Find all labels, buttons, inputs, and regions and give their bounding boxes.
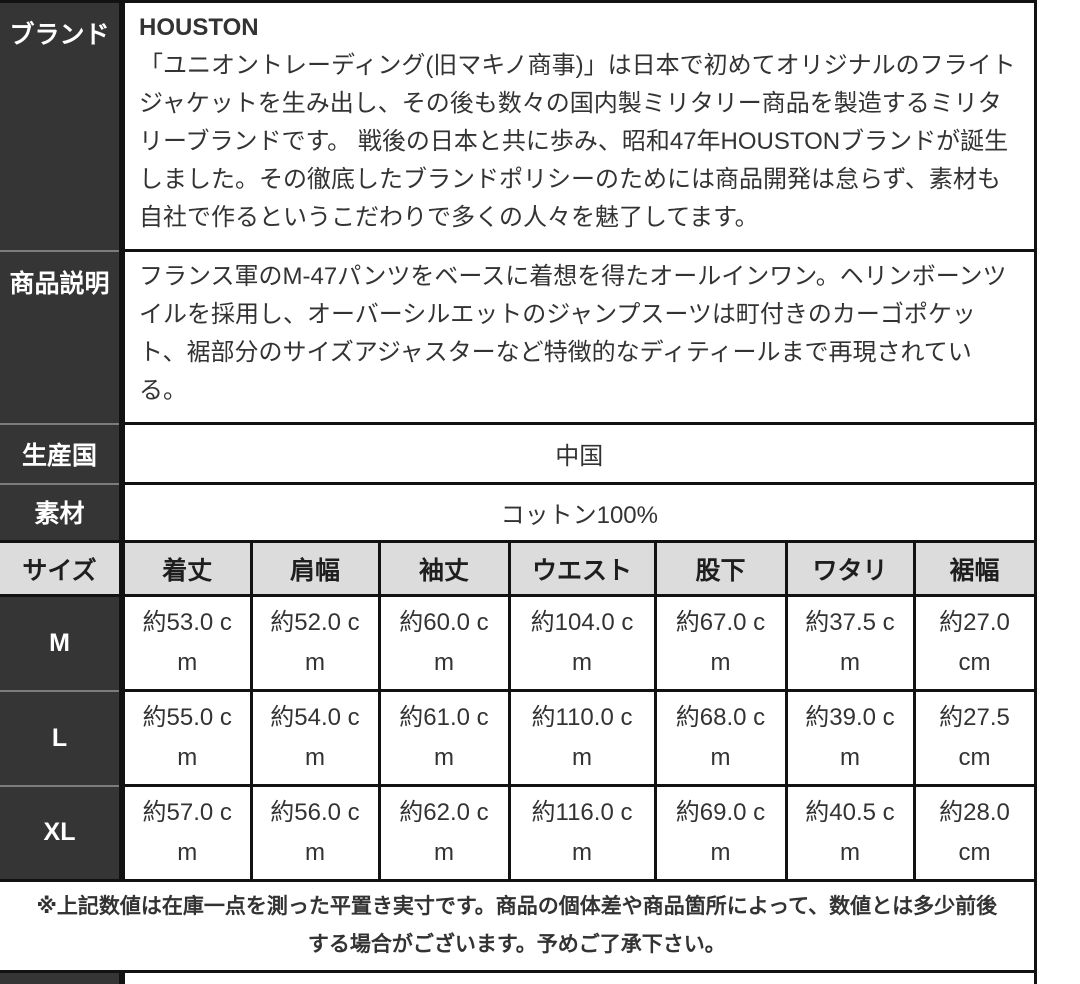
measurement-cell: 約53.0 cm — [120, 594, 253, 692]
row-label-product-description: 商品説明 — [0, 249, 125, 425]
measurement-cell: 約39.0 cm — [784, 689, 916, 787]
table-row-size-l: L 約55.0 cm 約54.0 cm 約61.0 cm 約110.0 cm 約… — [0, 689, 1037, 787]
brand-name: HOUSTON — [139, 14, 259, 41]
measurement-cell: 約60.0 cm — [377, 594, 511, 692]
measurement-cell: 約67.0 cm — [653, 594, 788, 692]
brand-cell: HOUSTON 「ユニオントレーディング(旧マキノ商事)」は日本で初めてオリジナ… — [120, 0, 1037, 252]
country-value: 中国 — [120, 422, 1037, 485]
measurement-cell: 約27.0 cm — [912, 594, 1037, 692]
row-label-color: カラー — [0, 970, 125, 984]
brand-description: 「ユニオントレーディング(旧マキノ商事)」は日本で初めてオリジナルのフライトジャ… — [139, 52, 1016, 231]
product-spec-table: ブランド HOUSTON 「ユニオントレーディング(旧マキノ商事)」は日本で初め… — [0, 0, 1037, 984]
measurement-note: ※上記数値は在庫一点を測った平置き実寸です。商品の個体差や商品箇所によって、数値… — [0, 879, 1037, 973]
measurement-cell: 約57.0 cm — [120, 784, 253, 882]
table-row-size-m: M 約53.0 cm 約52.0 cm 約60.0 cm 約104.0 cm 約… — [0, 594, 1037, 692]
measurement-cell: 約69.0 cm — [653, 784, 788, 882]
measurement-cell: 約61.0 cm — [377, 689, 511, 787]
table-row-brand: ブランド HOUSTON 「ユニオントレーディング(旧マキノ商事)」は日本で初め… — [0, 0, 1037, 252]
size-row-label: L — [0, 689, 125, 787]
row-label-brand: ブランド — [0, 0, 125, 252]
measurement-cell: 約110.0 cm — [507, 689, 657, 787]
table-row-size-xl: XL 約57.0 cm 約56.0 cm 約62.0 cm 約116.0 cm … — [0, 784, 1037, 882]
color-value: COYOTE / NAVY / OLIVE DRAB — [120, 970, 1037, 984]
size-row-label: XL — [0, 784, 125, 882]
row-label-material: 素材 — [0, 482, 125, 543]
table-row-country: 生産国 中国 — [0, 422, 1037, 485]
table-row-size-header: サイズ 着丈 肩幅 袖丈 ウエスト 股下 ワタリ 裾幅 — [0, 540, 1037, 597]
table-row-product-description: 商品説明 フランス軍のM-47パンツをベースに着想を得たオールインワン。ヘリンボ… — [0, 249, 1037, 425]
size-col-header: ワタリ — [784, 540, 916, 597]
measurement-cell: 約40.5 cm — [784, 784, 916, 882]
table-row-note: ※上記数値は在庫一点を測った平置き実寸です。商品の個体差や商品箇所によって、数値… — [0, 879, 1037, 973]
measurement-cell: 約116.0 cm — [507, 784, 657, 882]
measurement-cell: 約52.0 cm — [249, 594, 381, 692]
product-description-text: フランス軍のM-47パンツをベースに着想を得たオールインワン。ヘリンボーンツイル… — [139, 263, 1007, 404]
measurement-cell: 約62.0 cm — [377, 784, 511, 882]
size-col-header: 着丈 — [120, 540, 253, 597]
measurement-cell: 約37.5 cm — [784, 594, 916, 692]
measurement-cell: 約54.0 cm — [249, 689, 381, 787]
size-col-header: 袖丈 — [377, 540, 511, 597]
material-value: コットン100% — [120, 482, 1037, 543]
size-col-header: 肩幅 — [249, 540, 381, 597]
measurement-cell: 約27.5 cm — [912, 689, 1037, 787]
measurement-cell: 約28.0 cm — [912, 784, 1037, 882]
size-col-header: 裾幅 — [912, 540, 1037, 597]
size-header-label: サイズ — [0, 540, 125, 597]
table-row-color: カラー COYOTE / NAVY / OLIVE DRAB — [0, 970, 1037, 984]
table-row-material: 素材 コットン100% — [0, 482, 1037, 543]
row-label-country: 生産国 — [0, 422, 125, 485]
product-description-cell: フランス軍のM-47パンツをベースに着想を得たオールインワン。ヘリンボーンツイル… — [120, 249, 1037, 425]
measurement-cell: 約55.0 cm — [120, 689, 253, 787]
size-col-header: 股下 — [653, 540, 788, 597]
size-row-label: M — [0, 594, 125, 692]
size-col-header: ウエスト — [507, 540, 657, 597]
measurement-cell: 約56.0 cm — [249, 784, 381, 882]
measurement-cell: 約68.0 cm — [653, 689, 788, 787]
measurement-cell: 約104.0 cm — [507, 594, 657, 692]
